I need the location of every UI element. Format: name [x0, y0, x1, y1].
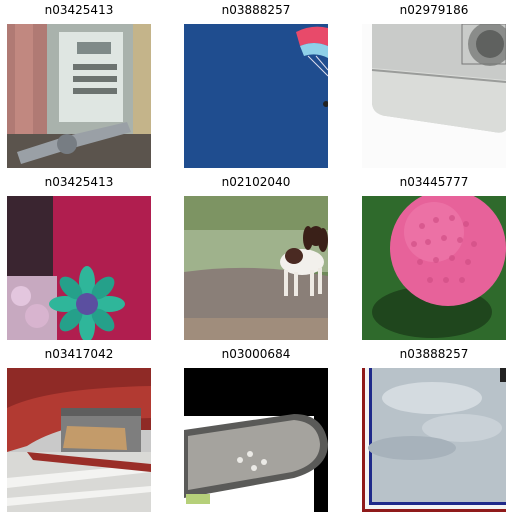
tile-image-gas-pump: [7, 24, 151, 168]
tile-label: n03000684: [221, 347, 291, 361]
flower-picture: [7, 196, 151, 340]
golf-ball-picture: [362, 196, 506, 340]
tile-image-flower: [7, 196, 151, 340]
tile-label: n03888257: [221, 3, 291, 17]
truck-picture: [7, 368, 151, 512]
tile-image-sky: [362, 368, 506, 512]
gas-pump-picture: [7, 24, 151, 168]
tile-label: n03445777: [399, 175, 469, 189]
tile-label: n03425413: [44, 175, 114, 189]
sky-picture: [362, 368, 506, 512]
cassette-player-picture: [362, 24, 506, 168]
chainsaw-picture: [184, 368, 328, 512]
tile-image-golf-ball: [362, 196, 506, 340]
parachute-picture: [184, 24, 328, 168]
tile-image-dog: [184, 196, 328, 340]
tile-label: n03425413: [44, 3, 114, 17]
tile-image-chainsaw: [184, 368, 328, 512]
tile-label: n02102040: [221, 175, 291, 189]
tile-label: n03888257: [399, 347, 469, 361]
tile-image-cassette-player: [362, 24, 506, 168]
dog-picture: [184, 196, 328, 340]
tile-label: n03417042: [44, 347, 114, 361]
tile-image-truck: [7, 368, 151, 512]
tile-image-parachute: [184, 24, 328, 168]
tile-label: n02979186: [399, 3, 469, 17]
